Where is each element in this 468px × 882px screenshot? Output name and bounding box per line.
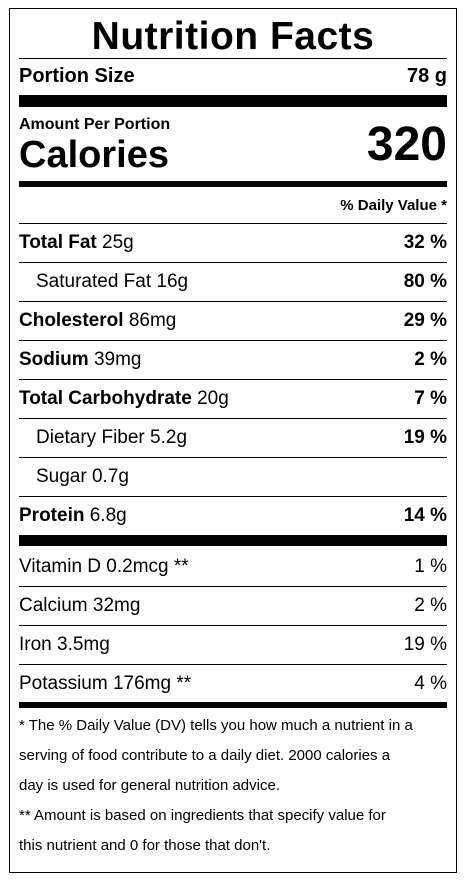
daily-value-header: % Daily Value * bbox=[340, 197, 447, 214]
nutrient-label: Total Fat 25g bbox=[19, 232, 134, 254]
row-divider bbox=[19, 379, 447, 380]
divider bbox=[19, 58, 447, 59]
nutrient-label: Cholesterol 86mg bbox=[19, 310, 176, 332]
vitamin-row: Potassium 176mg ** 4 % bbox=[19, 665, 447, 703]
footnote-line: * The % Daily Value (DV) tells you how m… bbox=[19, 717, 413, 734]
footnote-line: this nutrient and 0 for those that don't… bbox=[19, 837, 271, 854]
row-divider bbox=[19, 586, 447, 587]
nutrient-daily-value: 80 % bbox=[403, 271, 447, 292]
row-divider bbox=[19, 457, 447, 458]
nutrient-name: Dietary Fiber bbox=[36, 427, 145, 448]
nutrient-amount: 39mg bbox=[93, 349, 142, 370]
row-divider bbox=[19, 223, 447, 224]
calories-label: Calories bbox=[19, 134, 169, 176]
row-divider bbox=[19, 340, 447, 341]
vitamin-label: Calcium 32mg bbox=[19, 595, 141, 616]
vitamin-daily-value: 2 % bbox=[414, 595, 447, 616]
thick-divider bbox=[19, 535, 447, 546]
nutrient-daily-value: 32 % bbox=[403, 232, 447, 253]
row-divider bbox=[19, 664, 447, 665]
footnote-line: serving of food contribute to a daily di… bbox=[19, 747, 391, 764]
nutrient-label: Sodium 39mg bbox=[19, 349, 141, 371]
nutrient-amount: 5.2g bbox=[150, 427, 188, 448]
nutrient-amount: 0.7g bbox=[91, 466, 129, 487]
medium-divider bbox=[19, 702, 447, 708]
nutrient-name: Saturated Fat bbox=[36, 271, 152, 292]
vitamin-row: Iron 3.5mg 19 % bbox=[19, 626, 447, 664]
portion-row: Portion Size 78 g bbox=[19, 61, 447, 91]
nutrient-label: Total Carbohydrate 20g bbox=[19, 388, 229, 410]
medium-divider bbox=[19, 181, 447, 187]
vitamin-row: Vitamin D 0.2mcg ** 1 % bbox=[19, 548, 447, 586]
thick-divider bbox=[19, 95, 447, 107]
nutrient-amount: 20g bbox=[197, 388, 229, 409]
row-divider bbox=[19, 301, 447, 302]
nutrient-daily-value: 29 % bbox=[403, 310, 447, 331]
nutrient-row: Total Carbohydrate 20g 7 % bbox=[19, 380, 447, 418]
vitamin-row: Calcium 32mg 2 % bbox=[19, 587, 447, 625]
nutrition-label: Nutrition Facts Portion Size 78 g Amount… bbox=[9, 8, 457, 873]
label-title: Nutrition Facts bbox=[91, 15, 375, 58]
footnote-line: day is used for general nutrition advice… bbox=[19, 777, 280, 794]
nutrient-amount: 6.8g bbox=[89, 505, 127, 526]
nutrient-row: Protein 6.8g 14 % bbox=[19, 497, 447, 535]
vitamin-label: Vitamin D 0.2mcg ** bbox=[19, 556, 189, 577]
nutrient-name: Total Fat bbox=[19, 232, 97, 253]
nutrient-daily-value: 7 % bbox=[414, 388, 447, 409]
calories-value: 320 bbox=[366, 118, 447, 171]
portion-value: 78 g bbox=[406, 64, 447, 87]
nutrient-row: Sugar 0.7g bbox=[19, 458, 447, 496]
row-divider bbox=[19, 418, 447, 419]
nutrient-name: Sodium bbox=[19, 349, 89, 370]
vitamin-label: Potassium 176mg ** bbox=[19, 673, 192, 694]
nutrient-row: Cholesterol 86mg 29 % bbox=[19, 302, 447, 340]
nutrient-name: Protein bbox=[19, 505, 85, 526]
nutrient-daily-value: 2 % bbox=[414, 349, 447, 370]
nutrient-amount: 25g bbox=[102, 232, 134, 253]
nutrient-name: Sugar bbox=[36, 466, 87, 487]
row-divider bbox=[19, 262, 447, 263]
nutrient-label: Saturated Fat 16g bbox=[19, 271, 188, 293]
vitamin-daily-value: 19 % bbox=[403, 634, 447, 655]
vitamin-daily-value: 4 % bbox=[414, 673, 447, 694]
nutrient-row: Dietary Fiber 5.2g 19 % bbox=[19, 419, 447, 457]
nutrient-name: Total Carbohydrate bbox=[19, 388, 192, 409]
nutrient-daily-value: 19 % bbox=[403, 427, 447, 448]
vitamin-daily-value: 1 % bbox=[414, 556, 447, 577]
row-divider bbox=[19, 625, 447, 626]
amount-per-portion: Amount Per Portion bbox=[19, 116, 171, 133]
vitamin-label: Iron 3.5mg bbox=[19, 634, 110, 655]
nutrient-amount: 16g bbox=[156, 271, 189, 292]
nutrient-row: Saturated Fat 16g 80 % bbox=[19, 263, 447, 301]
nutrient-row: Sodium 39mg 2 % bbox=[19, 341, 447, 379]
nutrient-row: Total Fat 25g 32 % bbox=[19, 224, 447, 262]
portion-label: Portion Size bbox=[19, 64, 135, 87]
nutrient-label: Sugar 0.7g bbox=[19, 466, 129, 488]
nutrient-amount: 86mg bbox=[128, 310, 177, 331]
nutrient-label: Protein 6.8g bbox=[19, 505, 127, 527]
nutrient-name: Cholesterol bbox=[19, 310, 124, 331]
nutrient-label: Dietary Fiber 5.2g bbox=[19, 427, 187, 449]
footnote-line: ** Amount is based on ingredients that s… bbox=[19, 807, 386, 824]
nutrient-daily-value: 14 % bbox=[403, 505, 447, 526]
row-divider bbox=[19, 496, 447, 497]
